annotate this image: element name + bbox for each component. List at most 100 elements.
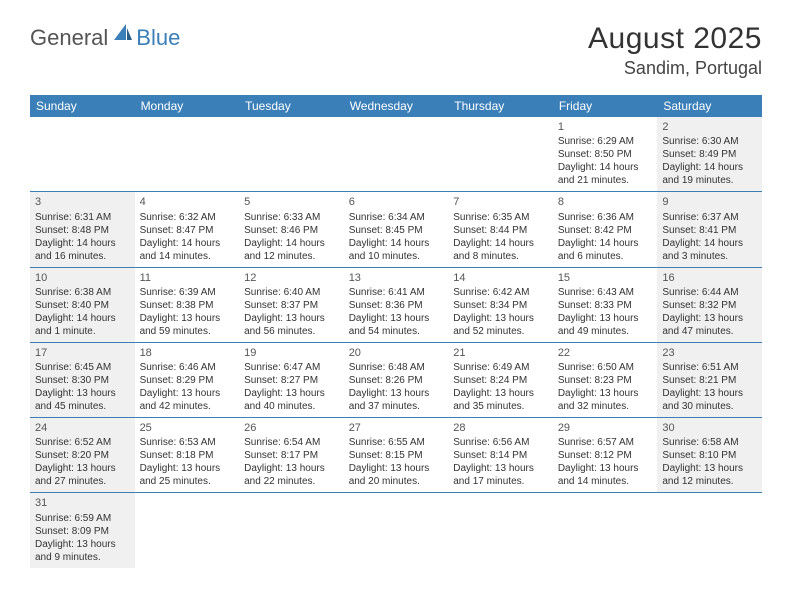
day-number: 12 (244, 271, 339, 285)
sunset-text: Sunset: 8:38 PM (140, 299, 235, 312)
day-number: 1 (558, 120, 653, 134)
weekday-header: Monday (135, 95, 240, 117)
daylight-text: Daylight: 13 hours and 45 minutes. (35, 387, 130, 413)
sunset-text: Sunset: 8:34 PM (453, 299, 548, 312)
sunrise-text: Sunrise: 6:51 AM (662, 361, 757, 374)
day-number: 25 (140, 421, 235, 435)
calendar-cell: 14Sunrise: 6:42 AMSunset: 8:34 PMDayligh… (448, 267, 553, 342)
weekday-header: Friday (553, 95, 658, 117)
daylight-text: Daylight: 14 hours and 19 minutes. (662, 161, 757, 187)
day-number: 30 (662, 421, 757, 435)
daylight-text: Daylight: 13 hours and 47 minutes. (662, 312, 757, 338)
sunrise-text: Sunrise: 6:42 AM (453, 286, 548, 299)
sunset-text: Sunset: 8:12 PM (558, 449, 653, 462)
day-number: 6 (349, 195, 444, 209)
daylight-text: Daylight: 14 hours and 3 minutes. (662, 237, 757, 263)
daylight-text: Daylight: 13 hours and 37 minutes. (349, 387, 444, 413)
sunrise-text: Sunrise: 6:56 AM (453, 436, 548, 449)
sunset-text: Sunset: 8:44 PM (453, 224, 548, 237)
weekday-header: Saturday (657, 95, 762, 117)
calendar-cell: 4Sunrise: 6:32 AMSunset: 8:47 PMDaylight… (135, 192, 240, 267)
sunset-text: Sunset: 8:48 PM (35, 224, 130, 237)
daylight-text: Daylight: 13 hours and 40 minutes. (244, 387, 339, 413)
sunset-text: Sunset: 8:17 PM (244, 449, 339, 462)
location-subtitle: Sandim, Portugal (588, 58, 762, 79)
calendar-cell: 31Sunrise: 6:59 AMSunset: 8:09 PMDayligh… (30, 493, 135, 568)
sunrise-text: Sunrise: 6:48 AM (349, 361, 444, 374)
weekday-header: Tuesday (239, 95, 344, 117)
sunrise-text: Sunrise: 6:34 AM (349, 211, 444, 224)
daylight-text: Daylight: 13 hours and 54 minutes. (349, 312, 444, 338)
daylight-text: Daylight: 14 hours and 14 minutes. (140, 237, 235, 263)
sunset-text: Sunset: 8:36 PM (349, 299, 444, 312)
calendar-row: 17Sunrise: 6:45 AMSunset: 8:30 PMDayligh… (30, 342, 762, 417)
sunset-text: Sunset: 8:30 PM (35, 374, 130, 387)
calendar-cell: 22Sunrise: 6:50 AMSunset: 8:23 PMDayligh… (553, 342, 658, 417)
sunrise-text: Sunrise: 6:46 AM (140, 361, 235, 374)
calendar-cell (135, 493, 240, 568)
sunrise-text: Sunrise: 6:45 AM (35, 361, 130, 374)
sunrise-text: Sunrise: 6:35 AM (453, 211, 548, 224)
sunrise-text: Sunrise: 6:57 AM (558, 436, 653, 449)
day-number: 28 (453, 421, 548, 435)
sunset-text: Sunset: 8:33 PM (558, 299, 653, 312)
sunrise-text: Sunrise: 6:54 AM (244, 436, 339, 449)
sunrise-text: Sunrise: 6:58 AM (662, 436, 757, 449)
daylight-text: Daylight: 13 hours and 14 minutes. (558, 462, 653, 488)
sunset-text: Sunset: 8:41 PM (662, 224, 757, 237)
calendar-cell: 24Sunrise: 6:52 AMSunset: 8:20 PMDayligh… (30, 418, 135, 493)
calendar-body: 1Sunrise: 6:29 AMSunset: 8:50 PMDaylight… (30, 117, 762, 568)
sunset-text: Sunset: 8:26 PM (349, 374, 444, 387)
day-number: 24 (35, 421, 130, 435)
calendar-cell: 2Sunrise: 6:30 AMSunset: 8:49 PMDaylight… (657, 117, 762, 192)
day-number: 31 (35, 496, 130, 510)
sunset-text: Sunset: 8:20 PM (35, 449, 130, 462)
calendar-row: 10Sunrise: 6:38 AMSunset: 8:40 PMDayligh… (30, 267, 762, 342)
weekday-header: Sunday (30, 95, 135, 117)
weekday-header-row: Sunday Monday Tuesday Wednesday Thursday… (30, 95, 762, 117)
sunrise-text: Sunrise: 6:30 AM (662, 135, 757, 148)
calendar-cell: 19Sunrise: 6:47 AMSunset: 8:27 PMDayligh… (239, 342, 344, 417)
calendar-cell: 10Sunrise: 6:38 AMSunset: 8:40 PMDayligh… (30, 267, 135, 342)
calendar-cell: 18Sunrise: 6:46 AMSunset: 8:29 PMDayligh… (135, 342, 240, 417)
daylight-text: Daylight: 13 hours and 30 minutes. (662, 387, 757, 413)
calendar-row: 3Sunrise: 6:31 AMSunset: 8:48 PMDaylight… (30, 192, 762, 267)
calendar-cell: 11Sunrise: 6:39 AMSunset: 8:38 PMDayligh… (135, 267, 240, 342)
calendar-cell: 15Sunrise: 6:43 AMSunset: 8:33 PMDayligh… (553, 267, 658, 342)
daylight-text: Daylight: 13 hours and 12 minutes. (662, 462, 757, 488)
calendar-cell: 6 Sunrise: 6:34 AMSunset: 8:45 PMDaylight… (344, 192, 449, 267)
calendar-cell (344, 493, 449, 568)
sunrise-text: Sunrise: 6:32 AM (140, 211, 235, 224)
daylight-text: Daylight: 13 hours and 42 minutes. (140, 387, 235, 413)
daylight-text: Daylight: 13 hours and 22 minutes. (244, 462, 339, 488)
sunrise-text: Sunrise: 6:52 AM (35, 436, 130, 449)
month-title: August 2025 (588, 22, 762, 56)
sunset-text: Sunset: 8:50 PM (558, 148, 653, 161)
sunrise-text: Sunrise: 6:40 AM (244, 286, 339, 299)
day-number: 3 (35, 195, 130, 209)
daylight-text: Daylight: 14 hours and 6 minutes. (558, 237, 653, 263)
day-number: 20 (349, 346, 444, 360)
sunrise-text: Sunrise: 6:44 AM (662, 286, 757, 299)
daylight-text: Daylight: 13 hours and 20 minutes. (349, 462, 444, 488)
sunset-text: Sunset: 8:45 PM (349, 224, 444, 237)
sunset-text: Sunset: 8:18 PM (140, 449, 235, 462)
calendar-cell (135, 117, 240, 192)
sunset-text: Sunset: 8:10 PM (662, 449, 757, 462)
calendar-cell: 5Sunrise: 6:33 AMSunset: 8:46 PMDaylight… (239, 192, 344, 267)
day-number: 13 (349, 271, 444, 285)
daylight-text: Daylight: 13 hours and 35 minutes. (453, 387, 548, 413)
sunrise-text: Sunrise: 6:33 AM (244, 211, 339, 224)
calendar-cell (657, 493, 762, 568)
day-number: 4 (140, 195, 235, 209)
day-number: 29 (558, 421, 653, 435)
calendar-cell (239, 493, 344, 568)
calendar-row: 24Sunrise: 6:52 AMSunset: 8:20 PM Dayligh… (30, 418, 762, 493)
day-number: 8 (558, 195, 653, 209)
calendar-cell: 23Sunrise: 6:51 AMSunset: 8:21 PMDayligh… (657, 342, 762, 417)
daylight-text: Daylight: 14 hours and 10 minutes. (349, 237, 444, 263)
calendar-cell (344, 117, 449, 192)
sunset-text: Sunset: 8:14 PM (453, 449, 548, 462)
calendar-cell: 25Sunrise: 6:53 AMSunset: 8:18 PMDayligh… (135, 418, 240, 493)
daylight-text: Daylight: 14 hours and 21 minutes. (558, 161, 653, 187)
